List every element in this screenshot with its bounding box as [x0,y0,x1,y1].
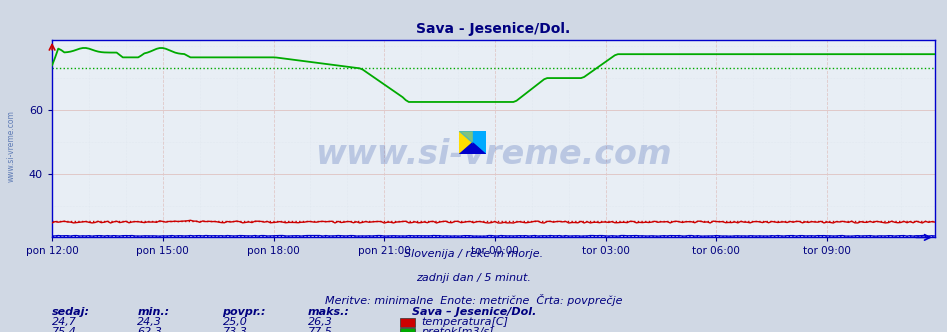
Polygon shape [459,131,473,154]
Text: 26,3: 26,3 [308,317,332,327]
Text: www.si-vreme.com: www.si-vreme.com [315,138,671,171]
Text: pretok[m3/s]: pretok[m3/s] [421,327,494,332]
Text: zadnji dan / 5 minut.: zadnji dan / 5 minut. [416,273,531,283]
Text: 25,0: 25,0 [223,317,247,327]
Polygon shape [459,131,486,143]
Text: 24,7: 24,7 [52,317,77,327]
Text: povpr.:: povpr.: [223,307,266,317]
Text: min.:: min.: [137,307,170,317]
Text: 73,3: 73,3 [223,327,247,332]
Text: Meritve: minimalne  Enote: metrične  Črta: povprečje: Meritve: minimalne Enote: metrične Črta:… [325,294,622,306]
Title: Sava - Jesenice/Dol.: Sava - Jesenice/Dol. [417,22,570,36]
Text: www.si-vreme.com: www.si-vreme.com [7,110,16,182]
Text: 24,3: 24,3 [137,317,162,327]
Polygon shape [473,131,486,154]
Text: maks.:: maks.: [308,307,349,317]
Text: 62,3: 62,3 [137,327,162,332]
Text: Sava – Jesenice/Dol.: Sava – Jesenice/Dol. [412,307,536,317]
Text: sedaj:: sedaj: [52,307,90,317]
Text: 77,5: 77,5 [308,327,332,332]
Polygon shape [459,143,486,154]
Text: temperatura[C]: temperatura[C] [421,317,509,327]
Text: 75,4: 75,4 [52,327,77,332]
Text: Slovenija / reke in morje.: Slovenija / reke in morje. [404,249,543,259]
